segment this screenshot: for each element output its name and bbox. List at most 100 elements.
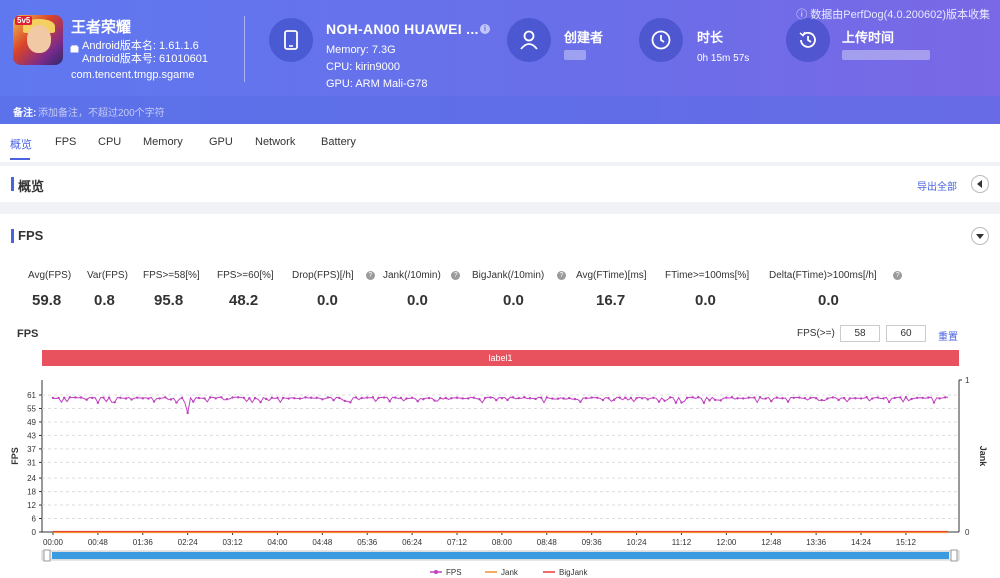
zoom-slider-range[interactable]: [52, 552, 949, 559]
app-name: 王者荣耀: [71, 19, 132, 36]
fps-point: [74, 396, 77, 399]
fps-line-chart[interactable]: 0 6 12 18 24 31 37 43 49 55 61 FPS 0 1 Jank 00:00 00:48 0…: [0, 368, 1000, 578]
x-tick-label: 11:12: [672, 538, 692, 547]
help-icon[interactable]: ?: [893, 271, 903, 280]
metric-value: 0.0: [818, 292, 839, 309]
fps-point: [175, 401, 178, 404]
tab-gpu[interactable]: GPU: [209, 136, 233, 148]
fps-point: [579, 400, 582, 404]
fps-point: [562, 397, 565, 400]
fps-point: [506, 398, 509, 402]
label-band[interactable]: label1: [42, 350, 959, 366]
duration-label: 时长: [697, 30, 724, 45]
tab-battery[interactable]: Battery: [321, 136, 356, 148]
tab-cpu[interactable]: CPU: [98, 136, 122, 148]
y-tick-label: 18: [27, 488, 36, 497]
fps-point: [332, 398, 335, 402]
x-tick-label: 10:24: [627, 538, 648, 547]
fps-point: [102, 396, 105, 399]
fps-point: [803, 396, 807, 400]
duration-value: 0h 15m 57s: [697, 53, 750, 64]
fps-point: [792, 396, 795, 400]
x-tick-label: 08:48: [537, 538, 558, 547]
app-icon: 5v5: [13, 15, 63, 65]
fps-point: [943, 396, 947, 399]
tab-overview[interactable]: 概览: [10, 139, 32, 151]
y-tick-label: 49: [27, 418, 36, 427]
fps-point: [842, 396, 846, 400]
export-all-link[interactable]: 导出全部: [917, 182, 957, 193]
metric-value: 0.0: [407, 292, 428, 309]
fps-point: [556, 397, 560, 400]
fps-point: [725, 396, 728, 399]
fps-point: [96, 401, 100, 404]
metric-label: Drop(FPS)[/h]: [292, 270, 354, 281]
y-tick-label: 12: [27, 501, 36, 510]
fps-point: [79, 396, 83, 399]
fps-point: [326, 396, 330, 399]
threshold-low-input[interactable]: 58: [840, 325, 880, 342]
fps-point: [753, 396, 756, 399]
fps-point: [657, 400, 661, 403]
legend-label: FPS: [446, 568, 462, 577]
fps-point: [483, 396, 487, 400]
y-tick-label: 43: [27, 431, 36, 440]
fps-point: [438, 396, 442, 400]
creator-value-redacted: [564, 50, 586, 60]
fps-point: [197, 396, 201, 400]
fps-point: [702, 401, 706, 405]
x-tick-label: 04:48: [312, 538, 333, 547]
tab-memory[interactable]: Memory: [143, 136, 183, 148]
fps-point: [865, 396, 868, 399]
fps-point: [697, 396, 700, 399]
x-tick-label: 13:36: [806, 538, 827, 547]
fps-point: [719, 399, 722, 402]
help-icon[interactable]: ?: [365, 271, 375, 280]
reset-button[interactable]: 重置: [938, 332, 958, 343]
fps-point: [360, 396, 363, 400]
help-icon[interactable]: ?: [557, 271, 566, 280]
threshold-high-input[interactable]: 60: [886, 325, 926, 342]
y-tick-label: 0: [32, 528, 37, 537]
zoom-slider-handle[interactable]: [43, 549, 51, 562]
zoom-slider-handle[interactable]: [950, 549, 958, 562]
fps-point: [455, 396, 459, 399]
device-info-icon[interactable]: i: [480, 24, 490, 34]
y-axis-title: FPS: [10, 447, 20, 465]
fps-point: [528, 397, 532, 400]
fps-series-line[interactable]: [52, 396, 948, 414]
android-version-name: Android版本名: 1.61.1.6: [82, 40, 199, 52]
expand-down-icon[interactable]: [971, 227, 989, 245]
fps-point: [876, 396, 880, 399]
device-title: NOH-AN00 HUAWEI ...: [326, 21, 479, 37]
x-tick-label: 02:24: [178, 538, 199, 547]
fps-point: [910, 397, 913, 401]
tab-fps[interactable]: FPS: [55, 136, 77, 148]
fps-point: [248, 397, 251, 400]
metric-label: Var(FPS): [87, 270, 128, 281]
fps-point: [489, 396, 492, 399]
y-tick-label: 24: [27, 474, 36, 483]
fps-point: [775, 396, 779, 399]
x-tick-label: 12:00: [716, 538, 737, 547]
note-input[interactable]: 添加备注，不超过200个字符: [38, 108, 165, 119]
fps-point: [511, 396, 515, 399]
y-tick-label: 6: [32, 515, 37, 524]
upload-time-redacted: [842, 50, 930, 60]
fps-point: [304, 396, 307, 399]
note-bar[interactable]: 备注: 添加备注，不超过200个字符: [0, 96, 1000, 124]
fps-point: [472, 396, 476, 399]
fps-point: [450, 397, 453, 400]
tab-network[interactable]: Network: [255, 136, 296, 148]
y2-tick-label: 1: [965, 376, 970, 385]
device-memory: Memory: 7.3G: [326, 44, 396, 56]
fps-point: [904, 396, 908, 399]
fps-point: [601, 398, 605, 402]
legend-label: Jank: [501, 568, 519, 577]
fps-point: [135, 396, 139, 399]
fps-point: [539, 396, 543, 399]
collapse-left-icon[interactable]: [971, 175, 989, 193]
help-icon[interactable]: ?: [451, 271, 461, 280]
x-tick-label: 14:24: [851, 538, 872, 547]
overview-title: 概览: [18, 179, 45, 194]
